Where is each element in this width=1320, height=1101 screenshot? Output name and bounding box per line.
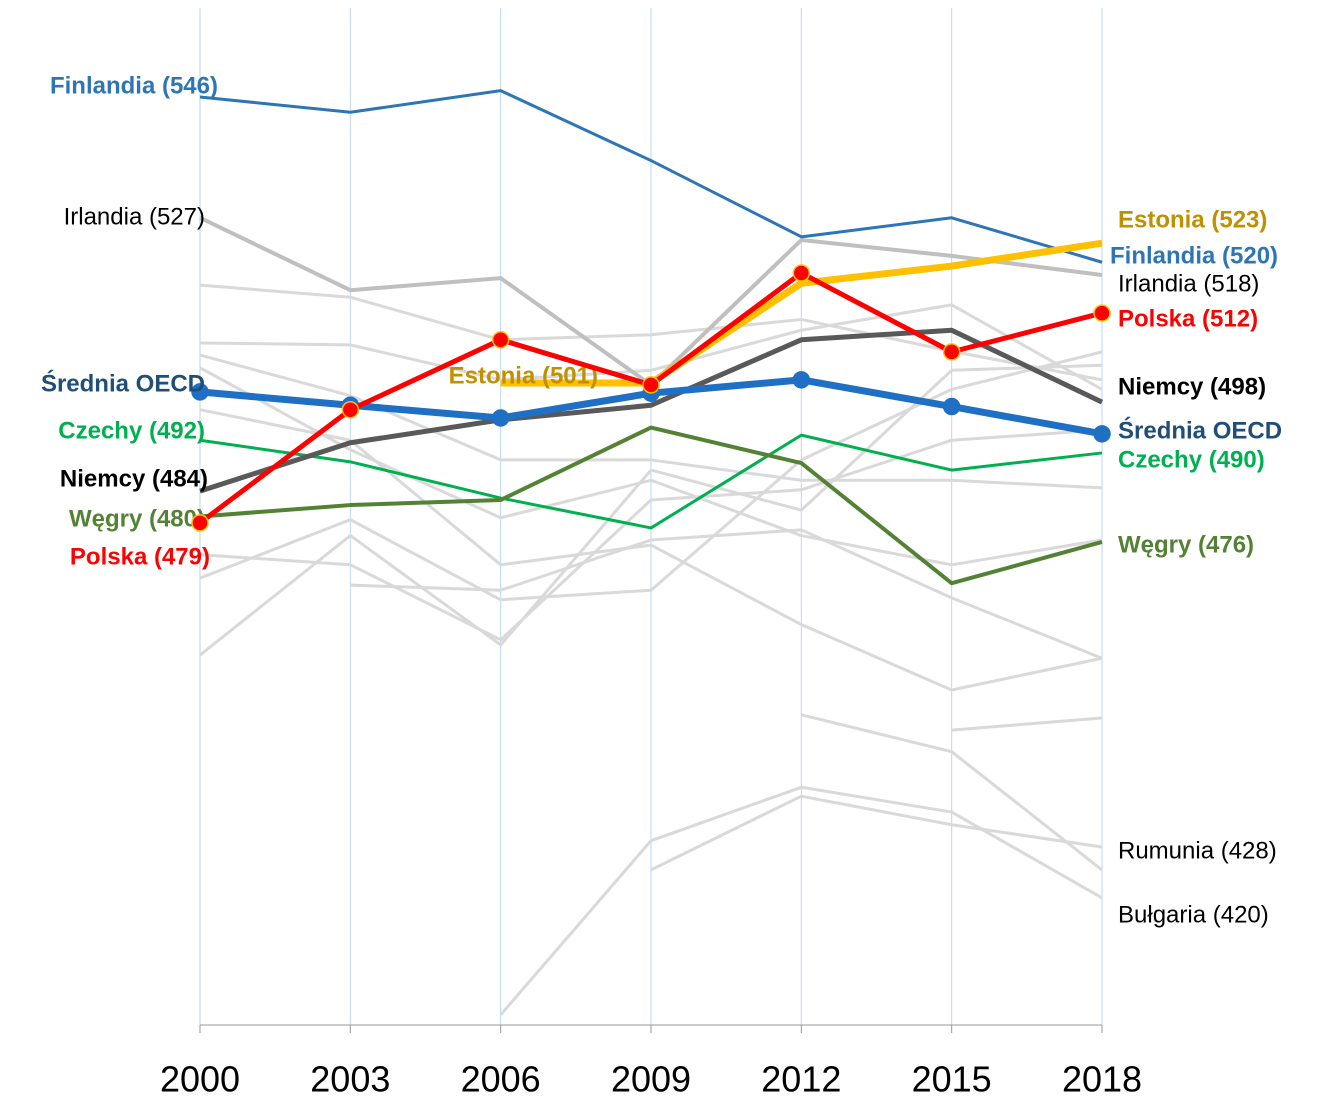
- series-line: [350, 528, 1103, 660]
- marker: [1093, 425, 1111, 443]
- series-label-end: Niemcy (498): [1118, 373, 1266, 400]
- series-label-start: Średnia OECD: [41, 369, 205, 397]
- marker: [792, 264, 811, 282]
- x-tick-label: 2006: [461, 1059, 541, 1100]
- series-label-end: Rumunia (428): [1118, 837, 1277, 864]
- series-line: [199, 366, 1103, 567]
- series-label-end: Finlandia (520): [1110, 242, 1278, 269]
- marker: [1093, 304, 1111, 322]
- series-line: [499, 785, 1103, 1016]
- series-line: [199, 350, 1103, 602]
- series-line: [199, 89, 1103, 264]
- marker: [792, 371, 811, 389]
- series-line: [199, 433, 1103, 530]
- series-label-end: Bułgaria (420): [1118, 901, 1269, 928]
- series-line: [199, 327, 1104, 494]
- series-line: [199, 428, 1103, 642]
- x-tick-label: 2003: [310, 1059, 390, 1100]
- series-line: [199, 425, 1103, 586]
- x-tick-label: 2015: [912, 1059, 992, 1100]
- series-line: [199, 363, 1103, 657]
- series-line: [500, 239, 1103, 387]
- x-tick-label: 2012: [761, 1059, 841, 1100]
- series-label-end: Średnia OECD: [1118, 416, 1282, 444]
- series-line: [650, 794, 1103, 872]
- series-line: [800, 713, 1103, 872]
- series-label-end: Węgry (476): [1118, 531, 1254, 558]
- series-line: [199, 353, 1103, 490]
- series-line: [951, 716, 1103, 732]
- x-tick-label: 2000: [160, 1059, 240, 1100]
- series-line: [199, 303, 1103, 391]
- marker: [341, 400, 360, 419]
- series-label-end: Estonia (523): [1118, 206, 1267, 233]
- marker: [942, 343, 961, 361]
- x-tick-label: 2009: [611, 1059, 691, 1100]
- marker: [491, 331, 510, 349]
- series-label-start: Finlandia (546): [50, 72, 218, 99]
- series-label-start: Niemcy (484): [60, 465, 208, 492]
- marker: [191, 514, 209, 532]
- series-label-end: Polska (512): [1118, 305, 1258, 332]
- series-label-end: Czechy (490): [1118, 446, 1265, 473]
- marker: [491, 409, 510, 427]
- marker: [191, 383, 209, 401]
- series-line: [199, 408, 1103, 692]
- series-label-start: Czechy (492): [58, 417, 205, 444]
- series-label-start: Węgry (480): [69, 505, 205, 532]
- series-label-start: Irlandia (527): [64, 203, 205, 230]
- series-label-start: Estonia (501): [449, 362, 598, 389]
- x-tick-label: 2018: [1062, 1059, 1142, 1100]
- marker: [642, 376, 660, 394]
- series-label-start: Polska (479): [70, 543, 210, 570]
- marker: [942, 397, 961, 416]
- series-label-end: Irlandia (518): [1118, 270, 1259, 297]
